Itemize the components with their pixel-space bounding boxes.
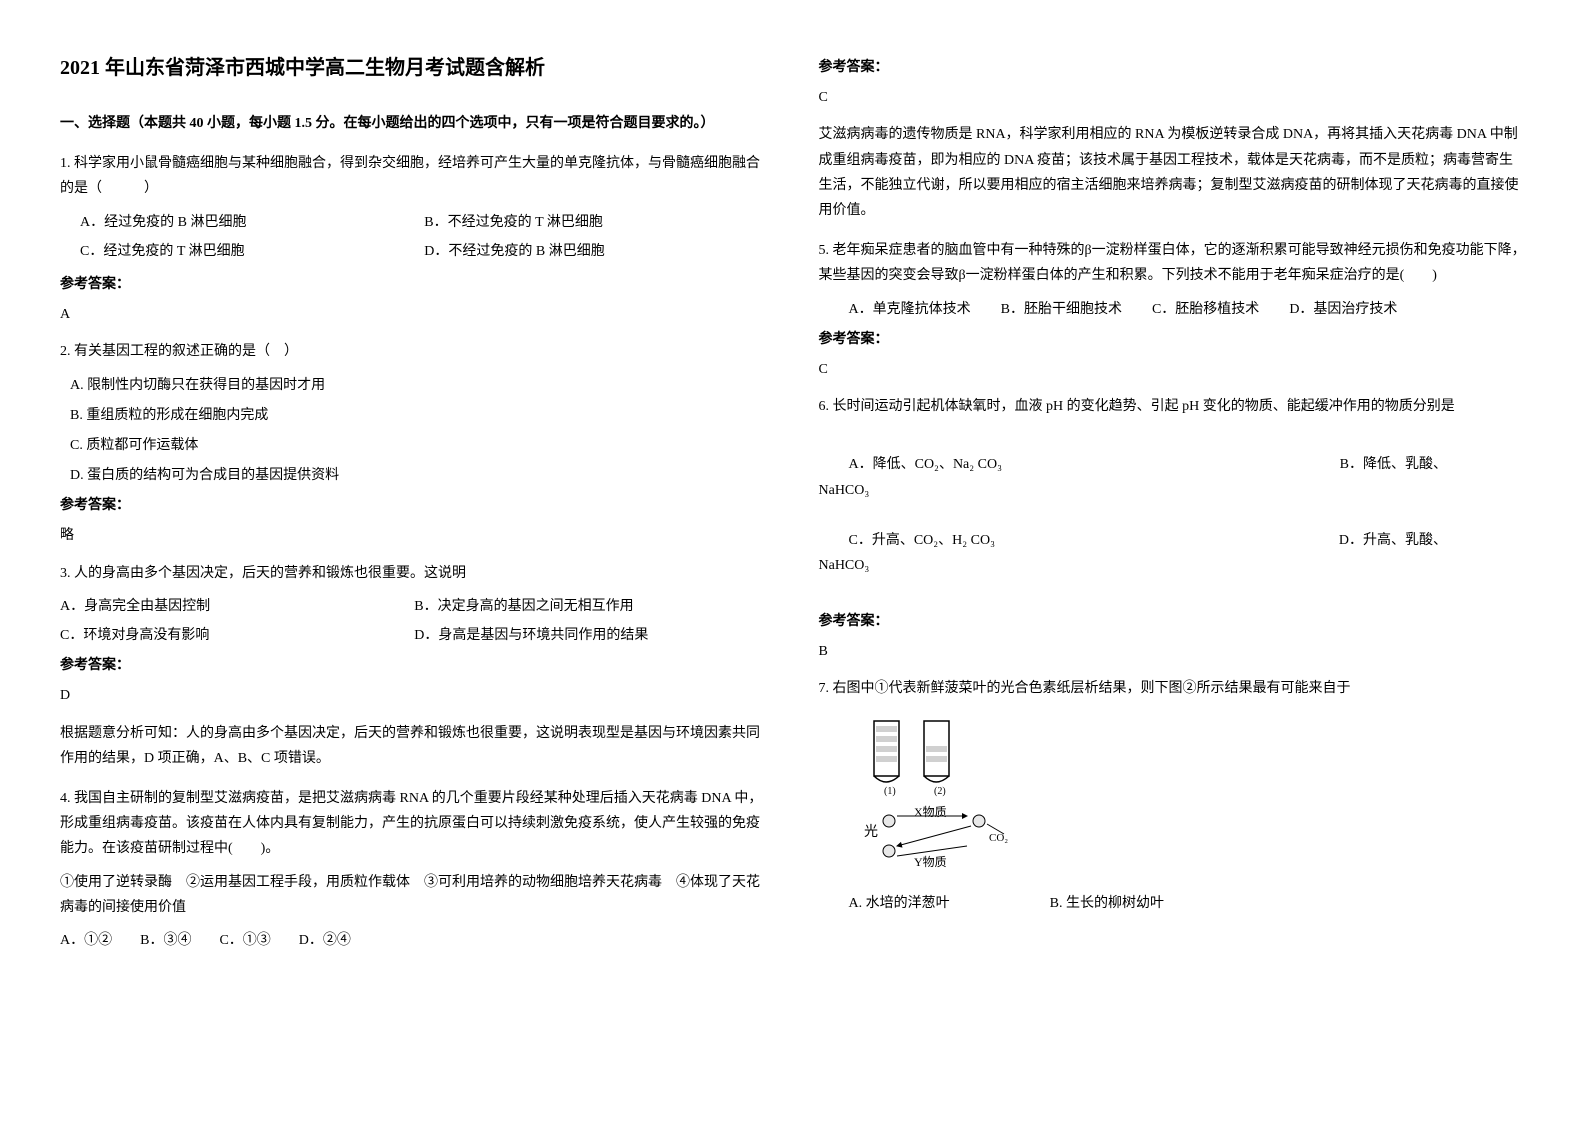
- q6-option-d-cont: NaHCO₃: [819, 553, 1528, 578]
- q5-option-a: A．单克隆抗体技术: [849, 297, 971, 322]
- q2-option-d: D. 蛋白质的结构可为合成目的基因提供资料: [60, 463, 769, 488]
- diagram-y-label: Y物质: [914, 855, 947, 869]
- section-header: 一、选择题（本题共 40 小题，每小题 1.5 分。在每小题给出的四个选项中，只…: [60, 111, 769, 136]
- q6-option-b-cont: NaHCO₃: [819, 478, 1528, 503]
- q2-option-a: A. 限制性内切酶只在获得目的基因时才用: [60, 373, 769, 398]
- q4-text1: 4. 我国自主研制的复制型艾滋病疫苗，是把艾滋病病毒 RNA 的几个重要片段经某…: [60, 786, 769, 862]
- q1-answer: A: [60, 302, 769, 327]
- right-column: 参考答案： C 艾滋病病毒的遗传物质是 RNA，科学家利用相应的 RNA 为模板…: [819, 50, 1528, 965]
- q6-option-b: B．降低、乳酸、: [1340, 452, 1447, 477]
- q7-diagram: (1) (2) X物质 CO₂ Y物质: [819, 716, 1528, 876]
- diagram-light-label: 光: [864, 824, 878, 840]
- q1-answer-label: 参考答案：: [60, 272, 769, 297]
- q1-option-d: D．不经过免疫的 B 淋巴细胞: [424, 239, 768, 264]
- q3-option-c: C．环境对身高没有影响: [60, 623, 414, 648]
- q5-answer: C: [819, 357, 1528, 382]
- q6-text: 6. 长时间运动引起机体缺氧时，血液 pH 的变化趋势、引起 pH 变化的物质、…: [819, 394, 1528, 419]
- question-7: 7. 右图中①代表新鲜菠菜叶的光合色素纸层析结果，则下图②所示结果最有可能来自于…: [819, 676, 1528, 916]
- q2-answer-label: 参考答案：: [60, 493, 769, 518]
- diagram-co2-label: CO₂: [989, 832, 1008, 844]
- page-title: 2021 年山东省菏泽市西城中学高二生物月考试题含解析: [60, 50, 769, 86]
- q1-option-a: A．经过免疫的 B 淋巴细胞: [80, 210, 424, 235]
- question-1: 1. 科学家用小鼠骨髓癌细胞与某种细胞融合，得到杂交细胞，经培养可产生大量的单克…: [60, 151, 769, 327]
- q7-option-a: A. 水培的洋葱叶: [849, 891, 950, 916]
- q5-option-b: B．胚胎干细胞技术: [1001, 297, 1122, 322]
- diagram-label-2: (2): [934, 786, 946, 797]
- q1-text: 1. 科学家用小鼠骨髓癌细胞与某种细胞融合，得到杂交细胞，经培养可产生大量的单克…: [60, 151, 769, 201]
- q6-option-c: C．升高、CO₂、H₂ CO₃: [849, 528, 996, 553]
- q3-option-b: B．决定身高的基因之间无相互作用: [414, 594, 768, 619]
- diagram-x-label: X物质: [914, 805, 947, 819]
- chromatography-diagram-icon: (1) (2) X物质 CO₂ Y物质: [859, 716, 1059, 876]
- question-3: 3. 人的身高由多个基因决定，后天的营养和锻炼也很重要。这说明 A．身高完全由基…: [60, 561, 769, 771]
- q7-option-b: B. 生长的柳树幼叶: [1050, 891, 1164, 916]
- q4-answer: C: [819, 85, 1528, 110]
- q2-option-b: B. 重组质粒的形成在细胞内完成: [60, 403, 769, 428]
- q6-option-a: A．降低、CO₂、Na₂ CO₃: [849, 452, 1002, 477]
- q2-text: 2. 有关基因工程的叙述正确的是（ ）: [60, 339, 769, 364]
- q3-explanation: 根据题意分析可知：人的身高由多个基因决定，后天的营养和锻炼也很重要，这说明表现型…: [60, 721, 769, 771]
- q3-answer-label: 参考答案：: [60, 653, 769, 678]
- q4-text2: ①使用了逆转录酶 ②运用基因工程手段，用质粒作载体 ③可利用培养的动物细胞培养天…: [60, 870, 769, 920]
- question-5: 5. 老年痴呆症患者的脑血管中有一种特殊的β一淀粉样蛋白体，它的逐渐积累可能导致…: [819, 238, 1528, 382]
- question-2: 2. 有关基因工程的叙述正确的是（ ） A. 限制性内切酶只在获得目的基因时才用…: [60, 339, 769, 548]
- q7-text: 7. 右图中①代表新鲜菠菜叶的光合色素纸层析结果，则下图②所示结果最有可能来自于: [819, 676, 1528, 701]
- q6-option-d: D．升高、乳酸、: [1339, 528, 1447, 553]
- q5-option-c: C．胚胎移植技术: [1152, 297, 1259, 322]
- q5-option-d: D．基因治疗技术: [1289, 297, 1397, 322]
- q6-answer: B: [819, 639, 1528, 664]
- q2-answer: 略: [60, 523, 769, 548]
- q2-option-c: C. 质粒都可作运载体: [60, 433, 769, 458]
- q3-option-d: D．身高是基因与环境共同作用的结果: [414, 623, 768, 648]
- q1-option-c: C．经过免疫的 T 淋巴细胞: [80, 239, 424, 264]
- q4-options: A．①② B．③④ C．①③ D．②④: [60, 928, 769, 953]
- q1-option-b: B．不经过免疫的 T 淋巴细胞: [424, 210, 768, 235]
- q3-answer: D: [60, 683, 769, 708]
- diagram-label-1: (1): [884, 786, 896, 797]
- q4-answer-label: 参考答案：: [819, 55, 1528, 80]
- q4-explanation: 艾滋病病毒的遗传物质是 RNA，科学家利用相应的 RNA 为模板逆转录合成 DN…: [819, 122, 1528, 223]
- question-6: 6. 长时间运动引起机体缺氧时，血液 pH 的变化趋势、引起 pH 变化的物质、…: [819, 394, 1528, 664]
- q5-answer-label: 参考答案：: [819, 327, 1528, 352]
- left-column: 2021 年山东省菏泽市西城中学高二生物月考试题含解析 一、选择题（本题共 40…: [60, 50, 769, 965]
- question-4: 4. 我国自主研制的复制型艾滋病疫苗，是把艾滋病病毒 RNA 的几个重要片段经某…: [60, 786, 769, 953]
- q6-answer-label: 参考答案：: [819, 609, 1528, 634]
- q3-option-a: A．身高完全由基因控制: [60, 594, 414, 619]
- q3-text: 3. 人的身高由多个基因决定，后天的营养和锻炼也很重要。这说明: [60, 561, 769, 586]
- q5-text: 5. 老年痴呆症患者的脑血管中有一种特殊的β一淀粉样蛋白体，它的逐渐积累可能导致…: [819, 238, 1528, 288]
